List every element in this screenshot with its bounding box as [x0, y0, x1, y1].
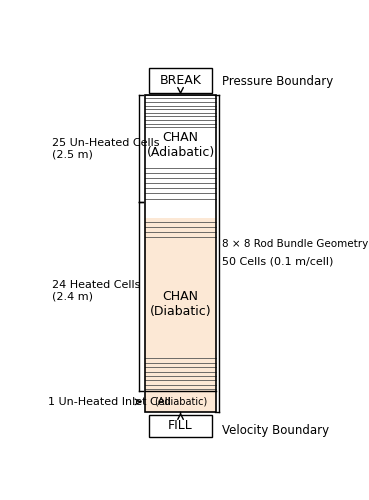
Text: 25 Un-Heated Cells
(2.5 m): 25 Un-Heated Cells (2.5 m) — [52, 138, 159, 160]
Text: 1 Un-Heated Inlet Cell: 1 Un-Heated Inlet Cell — [48, 397, 170, 407]
Bar — [149, 68, 212, 92]
Text: (Adiabatic): (Adiabatic) — [154, 396, 207, 406]
Text: 50 Cells (0.1 m/cell): 50 Cells (0.1 m/cell) — [222, 256, 333, 266]
Text: Pressure Boundary: Pressure Boundary — [222, 74, 333, 88]
Text: FILL: FILL — [168, 420, 193, 432]
Bar — [145, 94, 216, 412]
Text: BREAK: BREAK — [160, 74, 201, 86]
Text: 24 Heated Cells
(2.4 m): 24 Heated Cells (2.4 m) — [52, 280, 140, 302]
Text: Velocity Boundary: Velocity Boundary — [222, 424, 329, 437]
Bar — [149, 416, 212, 436]
Bar — [145, 218, 216, 412]
Text: CHAN
(Adiabatic): CHAN (Adiabatic) — [146, 130, 215, 158]
Text: CHAN
(Diabatic): CHAN (Diabatic) — [150, 290, 211, 318]
Text: 8 × 8 Rod Bundle Geometry: 8 × 8 Rod Bundle Geometry — [222, 238, 368, 248]
